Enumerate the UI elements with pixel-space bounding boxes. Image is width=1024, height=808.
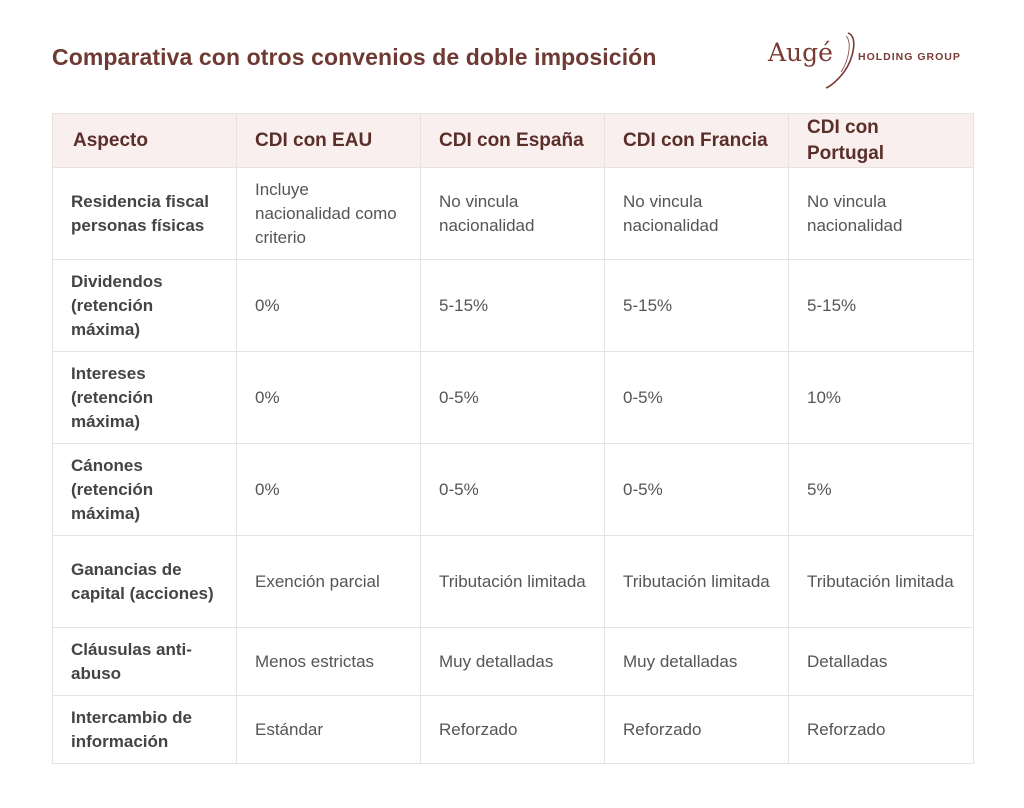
cell-eau: Incluye nacionalidad como criterio [236, 167, 421, 260]
cell-espana: 5-15% [420, 259, 605, 352]
table-header-row: Aspecto CDI con EAU CDI con España CDI c… [52, 113, 974, 168]
cell-francia: 0-5% [604, 351, 789, 444]
table-row-intereses: Intereses (retención máxima) 0% 0-5% 0-5… [52, 351, 974, 444]
cell-espana: Tributación limitada [420, 535, 605, 628]
header-cdi-portugal: CDI con Portugal [788, 113, 974, 168]
row-aspect: Ganancias de capital (acciones) [52, 535, 237, 628]
header-cdi-espana: CDI con España [420, 113, 605, 168]
table-row-intercambio: Intercambio de información Estándar Refo… [52, 695, 974, 764]
table-row-residencia: Residencia fiscal personas físicas Inclu… [52, 167, 974, 260]
table-row-canones: Cánones (retención máxima) 0% 0-5% 0-5% … [52, 443, 974, 536]
page-title: Comparativa con otros convenios de doble… [52, 44, 657, 70]
comparison-table: Aspecto CDI con EAU CDI con España CDI c… [52, 113, 974, 764]
cell-eau: Exención parcial [236, 535, 421, 628]
cell-espana: Reforzado [420, 695, 605, 764]
row-aspect: Cláusulas anti-abuso [52, 627, 237, 696]
company-logo: Augé HOLDING GROUP [764, 30, 974, 90]
cell-espana: Muy detalladas [420, 627, 605, 696]
cell-portugal: Tributación limitada [788, 535, 974, 628]
cell-portugal: 10% [788, 351, 974, 444]
row-aspect: Intereses (retención máxima) [52, 351, 237, 444]
cell-portugal: 5-15% [788, 259, 974, 352]
header-cdi-francia: CDI con Francia [604, 113, 789, 168]
cell-espana: 0-5% [420, 443, 605, 536]
cell-francia: Muy detalladas [604, 627, 789, 696]
cell-francia: 5-15% [604, 259, 789, 352]
cell-eau: Menos estrictas [236, 627, 421, 696]
cell-francia: Tributación limitada [604, 535, 789, 628]
cell-espana: 0-5% [420, 351, 605, 444]
header: Comparativa con otros convenios de doble… [52, 30, 974, 90]
cell-eau: 0% [236, 259, 421, 352]
table-row-dividendos: Dividendos (retención máxima) 0% 5-15% 5… [52, 259, 974, 352]
cell-francia: Reforzado [604, 695, 789, 764]
row-aspect: Dividendos (retención máxima) [52, 259, 237, 352]
table-row-ganancias: Ganancias de capital (acciones) Exención… [52, 535, 974, 628]
cell-eau: Estándar [236, 695, 421, 764]
cell-portugal: Reforzado [788, 695, 974, 764]
row-aspect: Cánones (retención máxima) [52, 443, 237, 536]
cell-eau: 0% [236, 351, 421, 444]
table-row-clausulas: Cláusulas anti-abuso Menos estrictas Muy… [52, 627, 974, 696]
cell-eau: 0% [236, 443, 421, 536]
logo-brand: Augé [768, 38, 833, 67]
cell-portugal: No vincula nacionalidad [788, 167, 974, 260]
cell-portugal: Detalladas [788, 627, 974, 696]
logo-swoosh-icon [825, 32, 855, 89]
row-aspect: Intercambio de información [52, 695, 237, 764]
cell-francia: No vincula nacionalidad [604, 167, 789, 260]
cell-espana: No vincula nacionalidad [420, 167, 605, 260]
logo-tagline: HOLDING GROUP [858, 51, 961, 63]
cell-portugal: 5% [788, 443, 974, 536]
cell-francia: 0-5% [604, 443, 789, 536]
row-aspect: Residencia fiscal personas físicas [52, 167, 237, 260]
header-aspecto: Aspecto [52, 113, 237, 168]
header-cdi-eau: CDI con EAU [236, 113, 421, 168]
